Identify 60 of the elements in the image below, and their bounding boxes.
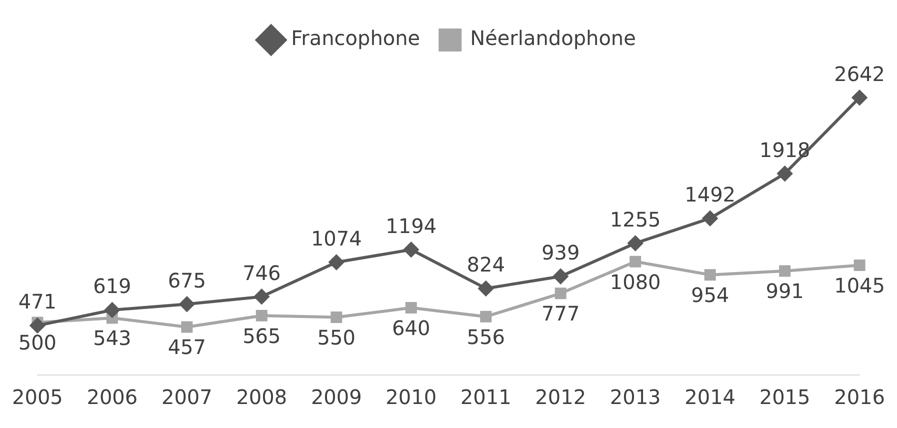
point <box>779 265 791 277</box>
data-label: 746 <box>242 260 281 285</box>
point <box>181 321 193 333</box>
point <box>553 268 568 284</box>
x-tick-label: 2005 <box>12 385 63 410</box>
data-label: 500 <box>18 330 57 355</box>
data-label: 777 <box>542 302 580 326</box>
x-tick-label: 2007 <box>161 385 212 410</box>
data-label: 991 <box>766 279 804 304</box>
point <box>852 90 868 106</box>
point <box>478 280 494 296</box>
x-tick-label: 2006 <box>86 385 138 410</box>
data-label: 550 <box>317 325 356 350</box>
x-tick-label: 2013 <box>610 385 661 410</box>
point <box>404 242 419 258</box>
point <box>854 260 866 272</box>
point <box>628 236 643 251</box>
data-label: 1194 <box>386 214 437 238</box>
point <box>30 318 45 334</box>
data-label: 1918 <box>759 138 810 162</box>
data-label: 2642 <box>834 62 886 86</box>
x-tick-label: 2010 <box>386 385 437 410</box>
data-label: 954 <box>690 283 730 308</box>
point <box>328 254 344 270</box>
data-label: 457 <box>168 335 206 360</box>
point <box>554 288 566 300</box>
point <box>254 289 270 304</box>
legend-label: Néerlandophone <box>470 26 636 50</box>
point <box>630 256 642 268</box>
point <box>702 210 718 226</box>
point <box>777 166 792 182</box>
point <box>330 312 342 323</box>
point <box>405 302 417 314</box>
data-label: 1080 <box>610 270 661 294</box>
data-label: 565 <box>242 324 281 348</box>
data-label: 1255 <box>610 207 661 232</box>
data-label: 1074 <box>310 226 362 250</box>
x-tick-label: 2016 <box>834 385 886 410</box>
data-label: 824 <box>466 252 505 277</box>
data-label: 675 <box>168 268 206 292</box>
data-label: 939 <box>542 240 580 265</box>
point <box>480 310 492 322</box>
point <box>104 302 120 318</box>
data-label: 471 <box>18 290 57 314</box>
data-label: 1492 <box>684 182 736 207</box>
point <box>256 310 268 322</box>
x-tick-label: 2015 <box>759 385 810 410</box>
x-tick-label: 2012 <box>535 385 586 410</box>
data-label: 543 <box>93 326 132 350</box>
data-label: 619 <box>93 274 132 298</box>
data-label: 556 <box>466 324 505 349</box>
x-tick-label: 2011 <box>460 385 512 410</box>
legend-label: Francophone <box>291 26 420 50</box>
x-tick-label: 2008 <box>236 385 288 410</box>
data-label: 640 <box>392 316 430 340</box>
x-tick-label: 2014 <box>684 385 736 410</box>
data-label: 1045 <box>834 273 886 298</box>
point <box>704 269 716 281</box>
point <box>179 296 194 312</box>
x-tick-label: 2009 <box>310 385 362 410</box>
